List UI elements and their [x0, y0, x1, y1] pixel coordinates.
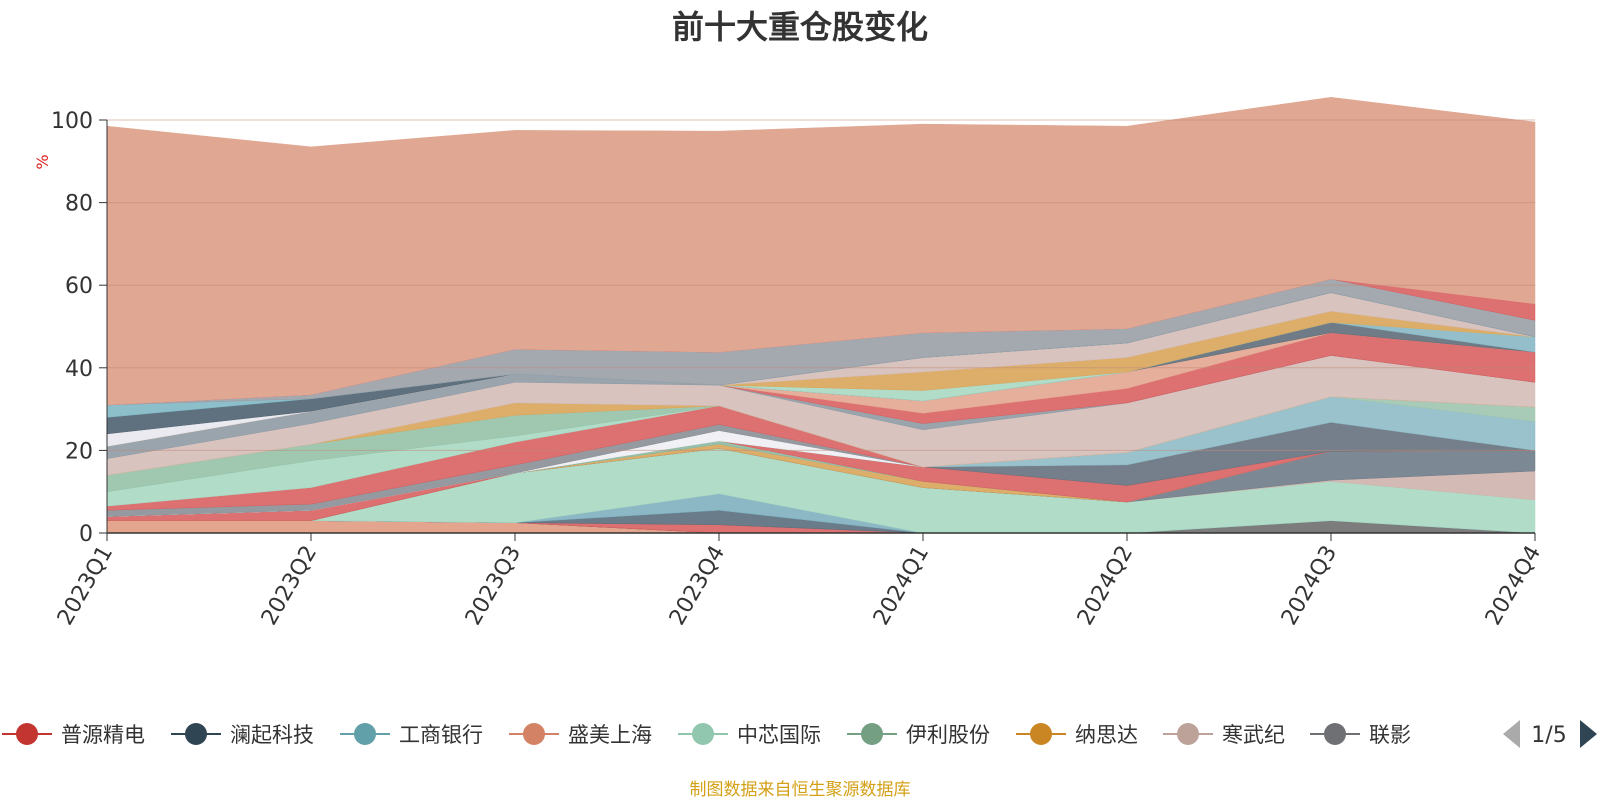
y-tick-label: 80: [65, 192, 93, 217]
legend-item-3[interactable]: 盛美上海: [509, 723, 652, 747]
data-source-note: 制图数据来自恒生聚源数据库: [690, 780, 911, 800]
legend-label: 纳思达: [1075, 723, 1138, 747]
legend-dot-icon: [354, 723, 376, 745]
legend-item-6[interactable]: 纳思达: [1016, 723, 1138, 747]
y-tick-label: 60: [65, 274, 93, 299]
legend-item-0[interactable]: 普源精电: [2, 723, 145, 747]
x-tick-label: 2023Q3: [461, 542, 526, 630]
legend-dot-icon: [1030, 723, 1052, 745]
x-tick-label: 2024Q1: [869, 542, 934, 630]
y-tick-label: 0: [79, 522, 93, 547]
x-tick-label: 2023Q4: [665, 542, 730, 630]
chart-title: 前十大重仓股变化: [672, 8, 928, 46]
y-tick-label: 40: [65, 357, 93, 382]
legend-label: 中芯国际: [737, 723, 821, 747]
legend-dot-icon: [523, 723, 545, 745]
legend-pager[interactable]: 1/5: [1503, 720, 1597, 748]
legend-item-2[interactable]: 工商银行: [340, 723, 483, 747]
legend-dot-icon: [692, 723, 714, 745]
pager-prev-icon[interactable]: [1503, 720, 1520, 748]
legend-dot-icon: [16, 723, 38, 745]
x-tick-label: 2024Q4: [1481, 542, 1546, 630]
x-tick-label: 2023Q1: [53, 542, 118, 630]
legend-dot-icon: [1177, 723, 1199, 745]
legend-item-4[interactable]: 中芯国际: [678, 723, 821, 747]
legend-label: 工商银行: [399, 723, 483, 747]
x-tick-label: 2024Q2: [1073, 542, 1138, 630]
legend-dot-icon: [185, 723, 207, 745]
legend-label: 盛美上海: [568, 723, 652, 747]
legend-label: 澜起科技: [230, 723, 314, 747]
y-tick-label: 100: [51, 109, 93, 134]
legend-label: 伊利股份: [906, 723, 990, 747]
x-tick-label: 2024Q3: [1277, 542, 1342, 630]
legend-dot-icon: [861, 723, 883, 745]
pager-label: 1/5: [1531, 723, 1566, 748]
legend[interactable]: 普源精电 澜起科技 工商银行 盛美上海 中芯国际 伊利股份 纳思达 寒武纪 联影 1/5: [2, 720, 1597, 748]
pager-next-icon[interactable]: [1580, 720, 1597, 748]
legend-dot-icon: [1324, 723, 1346, 745]
legend-item-8[interactable]: 联影: [1310, 723, 1411, 747]
legend-item-1[interactable]: 澜起科技: [171, 723, 314, 747]
legend-label: 寒武纪: [1222, 723, 1285, 747]
legend-item-5[interactable]: 伊利股份: [847, 723, 990, 747]
x-tick-label: 2023Q2: [257, 542, 322, 630]
legend-label: 联影: [1369, 723, 1411, 747]
legend-label: 普源精电: [61, 723, 145, 747]
legend-item-7[interactable]: 寒武纪: [1163, 723, 1285, 747]
area-series-34: [106, 97, 1536, 406]
y-tick-label: 20: [65, 439, 93, 464]
grid-lines: [107, 119, 1535, 451]
y-axis-label: %: [33, 154, 52, 169]
area-series-group: [106, 97, 1536, 534]
